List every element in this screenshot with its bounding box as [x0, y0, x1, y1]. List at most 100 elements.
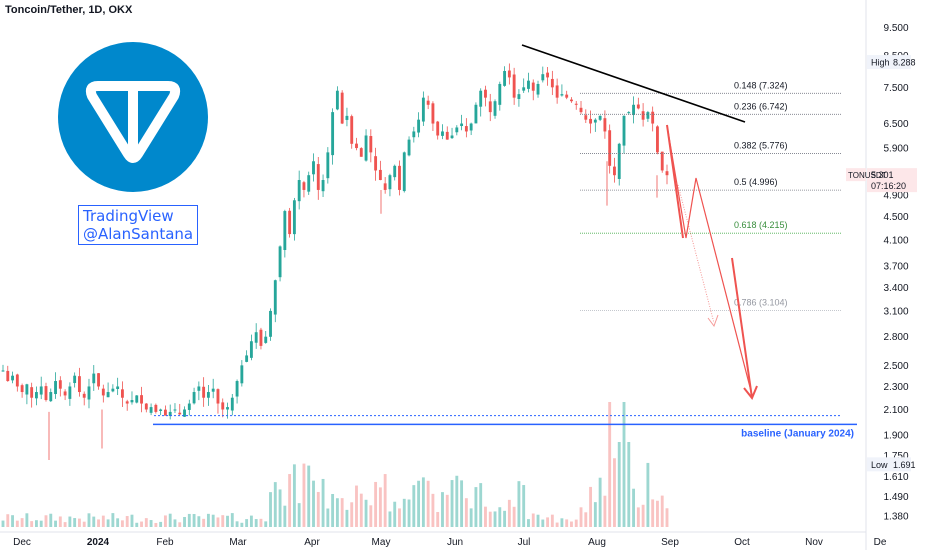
candle-body — [441, 131, 444, 136]
candle-body — [269, 310, 272, 337]
volume-bar — [383, 474, 387, 527]
volume-bar — [598, 477, 602, 527]
volume-bar — [25, 513, 29, 527]
candle-body — [507, 70, 511, 78]
volume-bar — [20, 518, 24, 527]
candle-body — [593, 119, 597, 123]
x-tick-label: 2024 — [87, 537, 110, 548]
volume-bar — [402, 498, 406, 527]
candle-body — [608, 130, 612, 166]
volume-bar — [149, 520, 153, 527]
fib-level-label: 0.786 (3.104) — [734, 298, 788, 308]
candle-body — [646, 112, 650, 119]
volume-bar — [259, 518, 263, 527]
candle-body — [73, 375, 77, 384]
volume-bar — [178, 522, 182, 527]
candle-body — [77, 376, 81, 393]
candle-body — [479, 90, 483, 107]
candle-body — [249, 341, 253, 358]
y-tick-label: 4.100 — [883, 236, 908, 247]
volume-bar — [154, 522, 158, 527]
candle-body — [130, 400, 134, 403]
volume-bar — [245, 519, 249, 527]
volume-bar — [512, 506, 516, 527]
candle-body — [283, 211, 287, 250]
candle-body — [187, 403, 191, 410]
volume-bar — [431, 493, 435, 527]
candle-body — [436, 121, 440, 136]
candle-body — [412, 131, 416, 138]
candle-body — [321, 180, 325, 192]
candle-body — [651, 111, 655, 124]
volume-bar — [312, 480, 315, 527]
candle-body — [58, 380, 62, 389]
volume-bar — [230, 513, 234, 527]
candle-body — [202, 386, 206, 398]
candle-body — [345, 115, 349, 120]
volume-bar — [87, 513, 91, 527]
candle-body — [369, 136, 373, 153]
volume-bar — [656, 500, 659, 527]
candle-body — [546, 72, 550, 78]
low-tag-label: Low — [871, 460, 888, 470]
volume-bar — [30, 521, 34, 527]
candle-body — [493, 101, 497, 116]
volume-bar — [54, 520, 57, 527]
candle-body — [517, 94, 521, 99]
volume-bar — [125, 516, 129, 527]
volume-bar — [426, 480, 430, 527]
volume-bar — [503, 510, 507, 527]
candle-body — [192, 392, 196, 404]
volume-bar — [221, 515, 225, 527]
candle-body — [584, 115, 588, 120]
candle-body — [288, 210, 292, 235]
candle-body — [312, 161, 315, 175]
candle-body — [378, 169, 382, 181]
candle-body — [560, 94, 564, 96]
candle-body — [240, 365, 244, 384]
candle-body — [15, 374, 19, 387]
volume-bar — [436, 511, 440, 527]
candle-body — [603, 118, 607, 132]
y-tick-label: 2.100 — [883, 405, 908, 416]
volume-bar — [226, 515, 229, 527]
candle-body — [1, 370, 5, 372]
high-tag-label: High — [871, 58, 890, 68]
toncoin-logo — [58, 42, 208, 192]
candle-body — [245, 355, 249, 362]
volume-bar — [316, 491, 320, 527]
x-tick-label: De — [874, 537, 887, 548]
volume-bar — [531, 513, 535, 527]
y-tick-label: 1.900 — [883, 430, 908, 441]
candle-body — [120, 389, 124, 398]
volume-bar — [173, 519, 177, 527]
candle-body — [464, 126, 468, 132]
x-tick-label: Jul — [518, 537, 531, 548]
candle-body — [340, 92, 344, 124]
fib-level-label: 0.618 (4.215) — [734, 220, 788, 230]
volume-bar — [283, 505, 287, 527]
volume-bar — [641, 504, 645, 527]
volume-bar — [378, 487, 382, 527]
watermark-line-1: TradingView — [83, 207, 174, 225]
candle-body — [579, 107, 583, 113]
y-tick-label: 3.400 — [883, 283, 908, 294]
fib-level-label: 0.5 (4.996) — [734, 177, 778, 187]
low-tag-value: 1.691 — [893, 460, 916, 470]
volume-bar — [235, 521, 239, 527]
volume-bar — [417, 480, 421, 527]
volume-bar — [460, 480, 464, 527]
volume-bar — [159, 521, 163, 527]
volume-bar — [326, 508, 330, 527]
volume-bar — [39, 520, 43, 527]
volume-bar — [455, 475, 459, 527]
projection-arrowhead — [743, 385, 758, 400]
candle-body — [498, 83, 502, 105]
candle-body — [474, 104, 478, 124]
candle-body — [116, 386, 120, 390]
candle-body — [178, 412, 182, 415]
volume-bar — [574, 519, 578, 527]
candle-body — [407, 139, 411, 156]
candle-body — [512, 74, 516, 98]
